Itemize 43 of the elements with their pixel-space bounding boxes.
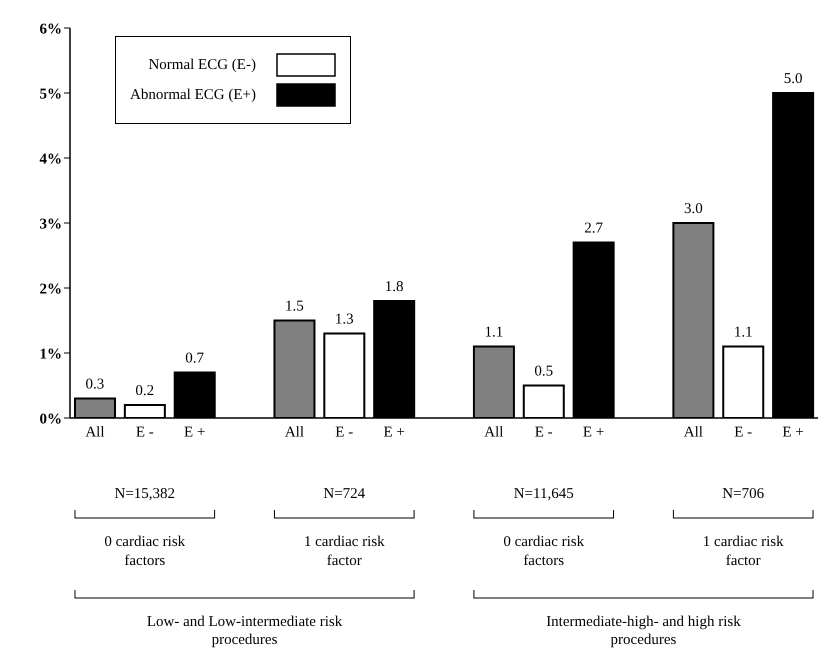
x-tick-label: E - xyxy=(335,424,354,441)
text: 0 cardiac risk factors xyxy=(503,534,585,569)
x-tick-label: E + xyxy=(582,424,604,441)
y-tick-label: 2% xyxy=(40,281,62,298)
legend-label: Normal ECG (E-) xyxy=(148,56,256,74)
text: 1 cardiac risk factor xyxy=(702,534,784,569)
x-tick-label: All xyxy=(85,424,105,441)
x-tick-label: E - xyxy=(136,424,154,441)
y-tick-label: 0% xyxy=(40,411,62,428)
y-tick-label: 6% xyxy=(40,21,62,38)
data-label: 5.0 xyxy=(784,71,802,87)
data-label: 1.1 xyxy=(484,324,504,340)
x-tick-label: E + xyxy=(782,424,804,441)
y-tick-label: 4% xyxy=(40,151,62,168)
data-label: 0.5 xyxy=(534,364,554,380)
text: N=15,382 xyxy=(114,486,176,502)
data-label: 0.2 xyxy=(135,383,154,399)
text: 0 cardiac risk factors xyxy=(104,534,186,569)
x-tick-label: E - xyxy=(534,424,553,441)
text: N=706 xyxy=(722,486,765,502)
x-tick-label: E - xyxy=(734,424,752,441)
x-tick-label: All xyxy=(484,424,504,441)
text: Low- and Low-intermediate risk procedures xyxy=(146,614,343,648)
data-label: 0.3 xyxy=(86,376,104,392)
x-tick-label: All xyxy=(684,424,703,441)
data-label: 2.7 xyxy=(584,220,604,236)
y-tick-label: 5% xyxy=(40,86,62,102)
data-label: 0.7 xyxy=(185,350,205,366)
data-label: 1.1 xyxy=(734,324,753,340)
data-label: 3.0 xyxy=(684,201,703,217)
text: N=11,645 xyxy=(514,486,574,502)
y-tick-label: 3% xyxy=(40,216,62,232)
data-label: 1.3 xyxy=(334,312,354,328)
x-tick-label: All xyxy=(284,424,304,441)
x-tick-label: E + xyxy=(184,424,206,441)
text: 1 cardiac risk factor xyxy=(304,534,386,569)
text: Intermediate-high- and high risk procedures xyxy=(546,614,742,648)
y-tick-label: 1% xyxy=(40,346,62,362)
data-label: 1.5 xyxy=(285,298,304,314)
x-tick-label: E + xyxy=(383,424,405,441)
legend-label: Abnormal ECG (E+) xyxy=(130,86,256,104)
text: N=724 xyxy=(323,486,366,502)
data-label: 1.8 xyxy=(384,279,404,295)
